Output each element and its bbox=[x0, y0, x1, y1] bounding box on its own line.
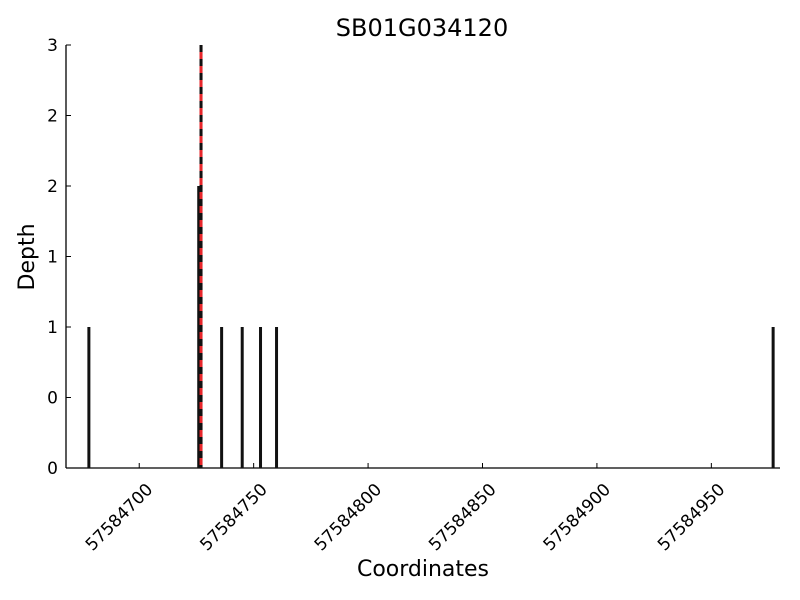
y-tick-label: 1 bbox=[47, 318, 58, 338]
x-tick-label: 57584850 bbox=[425, 480, 500, 555]
depth-bar bbox=[197, 186, 201, 468]
depth-bar bbox=[259, 327, 263, 468]
axes bbox=[65, 45, 780, 469]
x-tick-label: 57584950 bbox=[654, 480, 729, 555]
x-tick-label: 57584750 bbox=[196, 480, 271, 555]
depth-bar bbox=[275, 327, 279, 468]
depth-bar bbox=[240, 327, 244, 468]
x-tick-label: 57584800 bbox=[311, 480, 386, 555]
depth-bar bbox=[771, 327, 775, 468]
x-tick-label: 57584700 bbox=[82, 480, 157, 555]
y-axis-label: Depth bbox=[15, 223, 40, 290]
bars-group bbox=[87, 45, 775, 468]
x-axis-label: Coordinates bbox=[357, 557, 489, 582]
x-ticks-group: 57584700 57584750 57584800 57584850 57584900… bbox=[82, 463, 729, 555]
y-tick-label: 2 bbox=[47, 177, 58, 197]
y-tick-label: 1 bbox=[47, 248, 58, 268]
depth-bar bbox=[220, 327, 224, 468]
y-ticks-group: 0 0 1 1 2 2 3 bbox=[47, 36, 71, 479]
y-tick-label: 3 bbox=[47, 36, 58, 56]
y-tick-label: 0 bbox=[47, 459, 58, 479]
depth-bar bbox=[87, 327, 91, 468]
y-tick-label: 2 bbox=[47, 107, 58, 127]
x-tick-label: 57584900 bbox=[540, 480, 615, 555]
chart-title: SB01G034120 bbox=[336, 14, 508, 42]
y-tick-label: 0 bbox=[47, 389, 58, 409]
